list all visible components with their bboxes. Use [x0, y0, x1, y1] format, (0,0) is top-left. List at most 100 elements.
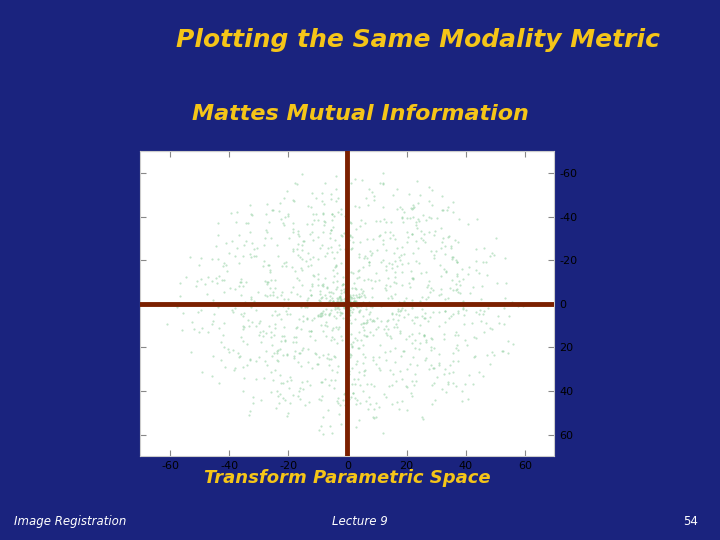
Point — [347, 305, 359, 314]
Point — [322, 248, 333, 257]
Point — [413, 345, 425, 353]
Point — [392, 262, 403, 271]
Point — [274, 199, 285, 208]
Point — [212, 219, 224, 228]
Point — [364, 315, 375, 323]
Point — [440, 267, 451, 276]
Point — [335, 308, 346, 316]
Point — [310, 210, 321, 218]
Point — [338, 288, 349, 296]
Point — [299, 401, 310, 410]
Point — [377, 179, 388, 188]
Point — [420, 300, 431, 308]
Point — [407, 392, 418, 400]
Point — [282, 210, 294, 219]
Point — [424, 288, 436, 296]
Point — [452, 330, 464, 339]
Point — [357, 287, 369, 295]
Point — [294, 384, 305, 393]
Point — [436, 384, 448, 393]
Point — [428, 253, 439, 262]
Point — [304, 332, 315, 341]
Point — [330, 314, 342, 322]
Point — [301, 303, 312, 312]
Point — [348, 375, 360, 384]
Point — [401, 383, 413, 391]
Point — [297, 343, 309, 352]
Point — [284, 399, 296, 407]
Point — [387, 370, 399, 379]
Point — [337, 308, 348, 317]
Point — [323, 361, 335, 370]
Point — [410, 257, 422, 266]
Point — [301, 376, 312, 385]
Point — [226, 237, 238, 246]
Point — [358, 299, 369, 307]
Point — [367, 330, 379, 339]
Point — [304, 254, 315, 263]
Point — [396, 260, 408, 268]
Point — [302, 248, 314, 257]
Point — [334, 293, 346, 302]
Point — [301, 314, 312, 323]
Point — [351, 302, 363, 311]
Point — [419, 237, 431, 246]
Point — [174, 278, 186, 287]
Point — [330, 197, 342, 206]
Point — [341, 286, 352, 294]
Point — [258, 332, 269, 341]
Point — [196, 323, 207, 332]
Point — [402, 238, 413, 247]
Point — [353, 266, 364, 274]
Point — [176, 326, 188, 334]
Point — [335, 205, 346, 213]
Point — [279, 336, 291, 345]
Point — [414, 339, 426, 347]
Point — [272, 252, 284, 260]
Point — [387, 310, 398, 319]
Point — [325, 225, 337, 234]
Point — [264, 291, 276, 300]
Point — [294, 349, 306, 357]
Point — [284, 310, 296, 319]
Point — [319, 291, 330, 300]
Point — [225, 209, 237, 218]
Point — [382, 325, 394, 333]
Point — [331, 277, 343, 286]
Point — [395, 251, 407, 260]
Point — [371, 217, 382, 225]
Point — [352, 267, 364, 276]
Point — [373, 275, 384, 284]
Point — [435, 272, 446, 280]
Point — [449, 236, 461, 245]
Point — [415, 227, 426, 235]
Point — [410, 218, 422, 226]
Point — [405, 266, 417, 275]
Point — [344, 293, 356, 301]
Point — [367, 413, 379, 421]
Point — [400, 382, 412, 390]
Point — [306, 316, 318, 325]
Point — [218, 319, 230, 327]
Point — [330, 323, 342, 332]
Point — [469, 333, 480, 341]
Point — [342, 298, 354, 306]
Point — [339, 287, 351, 295]
Point — [339, 300, 351, 308]
Point — [292, 357, 304, 366]
Point — [251, 244, 262, 252]
Point — [397, 375, 408, 383]
Point — [424, 313, 436, 322]
Point — [338, 301, 350, 310]
Point — [287, 228, 299, 237]
Point — [367, 235, 379, 244]
Point — [215, 356, 227, 364]
Point — [309, 348, 320, 357]
Point — [368, 382, 379, 390]
Point — [390, 310, 402, 319]
Point — [238, 308, 250, 317]
Point — [288, 354, 300, 362]
Point — [219, 259, 230, 267]
Point — [356, 292, 367, 300]
Point — [260, 233, 271, 242]
